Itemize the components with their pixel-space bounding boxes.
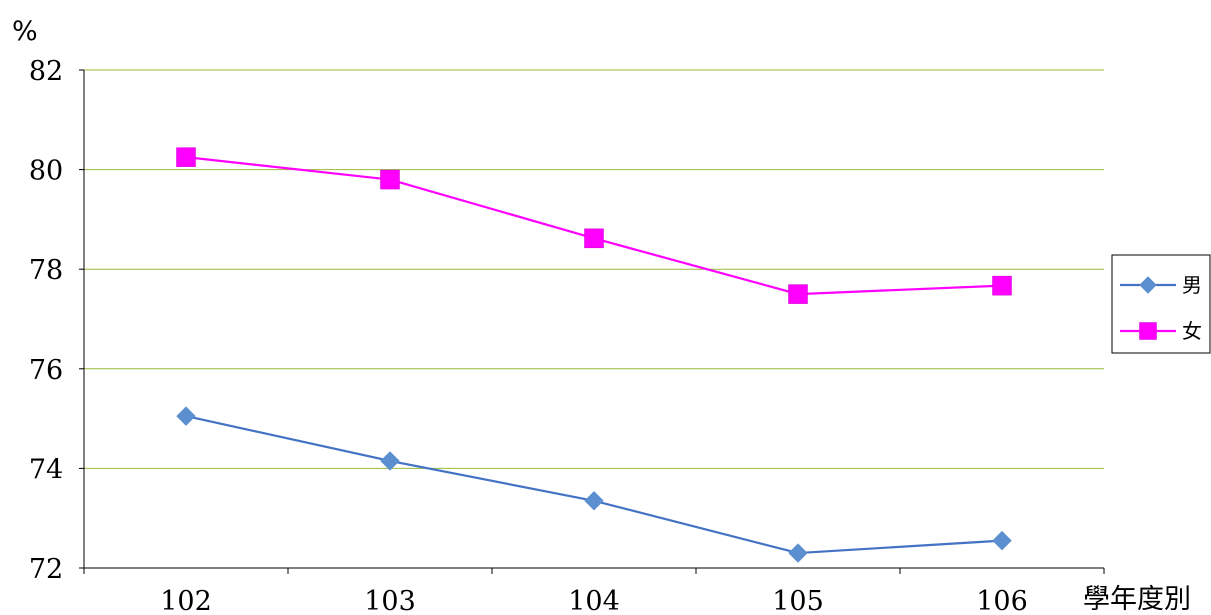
x-tick-label: 103 <box>364 586 416 615</box>
y-tick-label: 78 <box>29 255 63 286</box>
legend-label: 男 <box>1182 273 1202 297</box>
data-point <box>788 543 808 563</box>
data-point <box>176 147 196 167</box>
y-tick-label: 76 <box>29 355 63 386</box>
y-tick-label: 80 <box>29 156 63 187</box>
x-tick-label: 102 <box>160 586 212 615</box>
x-tick-label: 104 <box>568 586 620 615</box>
data-point <box>992 530 1012 551</box>
series-2 <box>176 147 1012 304</box>
series-layer <box>176 147 1012 563</box>
legend-item: 男 <box>1120 273 1202 297</box>
legend-marker <box>1139 276 1157 294</box>
data-point <box>380 451 400 471</box>
x-tick-labels: 102 103 104 105 106 <box>160 586 1028 615</box>
x-tick-label: 105 <box>772 586 824 615</box>
y-tick-label: 82 <box>29 56 63 87</box>
x-axis-label: 學年度別 <box>1083 584 1191 615</box>
y-tick-label: 72 <box>29 554 63 585</box>
legend-marker <box>1139 322 1157 340</box>
series-line <box>185 415 1003 555</box>
y-tick-label: 74 <box>29 454 63 485</box>
legend: 男女 <box>1111 254 1211 354</box>
data-point <box>788 284 808 304</box>
data-point <box>992 275 1012 296</box>
data-point <box>176 406 196 426</box>
y-axis-label: % <box>12 16 38 47</box>
x-tick-label: 106 <box>976 586 1028 615</box>
data-point <box>380 169 400 190</box>
gridlines <box>84 69 1104 469</box>
data-point <box>584 491 604 511</box>
legend-box <box>1111 254 1211 354</box>
series-1 <box>176 406 1012 563</box>
data-point <box>584 228 604 249</box>
axes <box>79 69 1105 574</box>
y-tick-labels: 82 80 78 76 74 72 <box>29 56 63 585</box>
legend-label: 女 <box>1182 319 1202 343</box>
legend-item: 女 <box>1120 319 1202 343</box>
series-line <box>185 156 1003 296</box>
